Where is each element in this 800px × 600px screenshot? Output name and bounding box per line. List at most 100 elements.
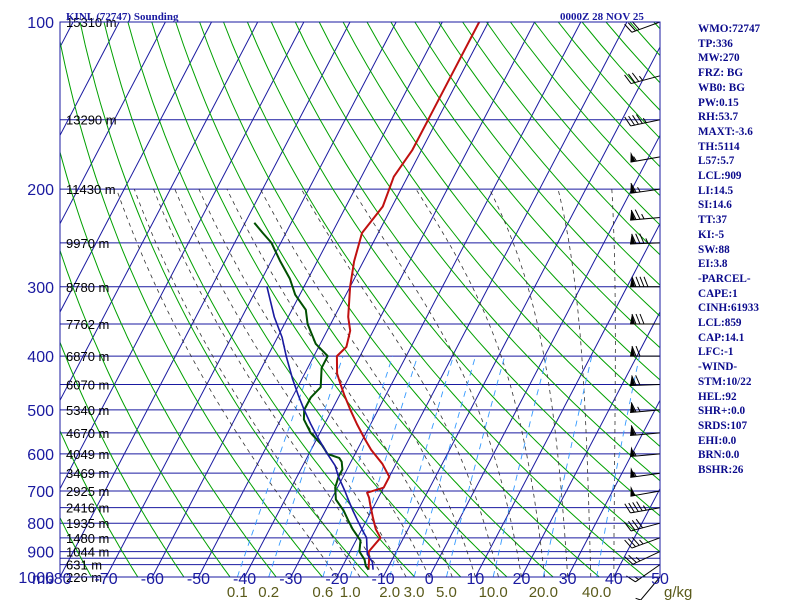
wind-barb bbox=[624, 114, 661, 127]
time-title: 0000Z 28 NOV 25 bbox=[560, 11, 644, 23]
height-label: 13290 m bbox=[66, 113, 117, 128]
x-axis-prefix: mb bbox=[32, 571, 54, 588]
wind-barb bbox=[630, 151, 661, 163]
pressure-tick-label: 100 bbox=[27, 15, 54, 32]
dry-adiabat bbox=[60, 429, 139, 577]
index-item: HEL:92 bbox=[698, 390, 737, 403]
dry-adiabat bbox=[199, 22, 600, 577]
height-label: 6070 m bbox=[66, 378, 109, 393]
temp-tick-label: -40 bbox=[233, 571, 256, 588]
mixing-ratio-label: 2.0 bbox=[379, 584, 400, 600]
mixing-ratio-label: 0.1 bbox=[227, 584, 248, 600]
temp-tick-label: 40 bbox=[605, 571, 623, 588]
moist-adiabat bbox=[198, 188, 430, 577]
height-label: 4049 m bbox=[66, 447, 109, 462]
pressure-tick-label: 900 bbox=[27, 545, 54, 562]
station-title: KINL (72747) Sounding bbox=[66, 11, 179, 23]
temp-tick-label: 30 bbox=[559, 571, 577, 588]
isotherm--30 bbox=[290, 22, 582, 577]
dry-adiabat bbox=[60, 516, 93, 577]
mixing-ratio-layer bbox=[236, 355, 640, 577]
wind-barb bbox=[630, 425, 661, 437]
wind-barb bbox=[630, 182, 661, 194]
index-item: FRZ: BG bbox=[698, 67, 744, 80]
pressure-tick-label: 500 bbox=[27, 403, 54, 420]
index-item: LCL:859 bbox=[698, 317, 742, 330]
moist-adiabat bbox=[153, 188, 384, 577]
dry-adiabat bbox=[103, 22, 416, 577]
temp-tick-label: -70 bbox=[95, 571, 118, 588]
index-item: STM:10/22 bbox=[698, 375, 752, 388]
index-item: TP:336 bbox=[698, 37, 733, 50]
isotherm--90 bbox=[60, 22, 305, 490]
height-label: 6870 m bbox=[66, 349, 109, 364]
isotherm--80 bbox=[60, 22, 351, 577]
height-label: 631 m bbox=[66, 558, 102, 573]
dry-adiabat bbox=[294, 22, 660, 482]
pressure-tick-label: 400 bbox=[27, 349, 54, 366]
height-label: 3469 m bbox=[66, 466, 109, 481]
moist-adiabat bbox=[489, 188, 569, 577]
wind-barb bbox=[624, 501, 661, 514]
index-item: TT:37 bbox=[698, 214, 728, 227]
pressure-tick-label: 1000 bbox=[18, 570, 54, 587]
temp-tick-label: -20 bbox=[325, 571, 348, 588]
mixing-ratio-line bbox=[445, 355, 506, 577]
sounding-traces bbox=[253, 22, 481, 571]
isotherm--150 bbox=[0, 22, 27, 577]
height-label: 8780 m bbox=[66, 280, 109, 295]
adiabats-layer bbox=[60, 22, 660, 577]
pressure-tick-label: 800 bbox=[27, 516, 54, 533]
temp-tick-label: -10 bbox=[372, 571, 395, 588]
moist-adiabat bbox=[415, 188, 545, 577]
mixing-ratio-line bbox=[413, 355, 476, 577]
isotherm--20 bbox=[336, 22, 628, 577]
dry-adiabat bbox=[557, 22, 660, 139]
index-item: MW:270 bbox=[698, 52, 740, 65]
index-item: CAP:14.1 bbox=[698, 331, 745, 344]
moist-adiabat bbox=[133, 188, 361, 577]
isotherm--40 bbox=[244, 22, 536, 577]
index-item: TH:5114 bbox=[698, 140, 740, 153]
background-grid bbox=[0, 22, 660, 577]
wind-barb bbox=[630, 209, 661, 221]
height-label: 7762 m bbox=[66, 317, 109, 332]
temp-tick-label: 0 bbox=[425, 571, 434, 588]
wind-barb bbox=[630, 402, 661, 414]
wind-barb bbox=[630, 486, 661, 497]
dry-adiabat bbox=[60, 340, 185, 577]
mixing-ratio-label: 0.2 bbox=[258, 584, 279, 600]
height-label: 1480 m bbox=[66, 531, 109, 546]
wind-barbs bbox=[624, 21, 661, 600]
moist-adiabat bbox=[300, 188, 499, 577]
isotherm-0 bbox=[428, 134, 660, 577]
dewpoint-trace bbox=[253, 222, 370, 571]
isotherm-10 bbox=[474, 222, 660, 577]
wind-barb bbox=[630, 375, 661, 387]
dry-adiabat bbox=[318, 22, 660, 448]
temp-tick-label: 10 bbox=[466, 571, 484, 588]
height-label: 11430 m bbox=[66, 182, 116, 197]
wind-barb bbox=[630, 276, 660, 288]
dry-adiabat bbox=[175, 22, 554, 577]
wind-barb bbox=[624, 72, 661, 85]
index-item: SHR+:0.0 bbox=[698, 405, 746, 418]
isotherm--70 bbox=[105, 22, 397, 577]
height-label: 2416 m bbox=[66, 501, 109, 516]
temp-tick-label: 50 bbox=[651, 571, 669, 588]
plot-frame bbox=[59, 21, 661, 578]
pressure-tick-label: 700 bbox=[27, 484, 54, 501]
isotherm--130 bbox=[60, 22, 120, 137]
temp-tick-label: -60 bbox=[141, 571, 164, 588]
height-label: 2925 m bbox=[66, 484, 109, 499]
height-label: 1044 m bbox=[66, 545, 109, 560]
moist-adiabat bbox=[557, 189, 592, 577]
dry-adiabat bbox=[414, 22, 660, 317]
dry-adiabat bbox=[60, 150, 277, 577]
dry-adiabat bbox=[438, 22, 660, 286]
mixing-ratio-line bbox=[268, 355, 344, 577]
wind-barb bbox=[624, 551, 661, 565]
wind-barb bbox=[630, 233, 661, 245]
dry-adiabat bbox=[223, 22, 646, 577]
